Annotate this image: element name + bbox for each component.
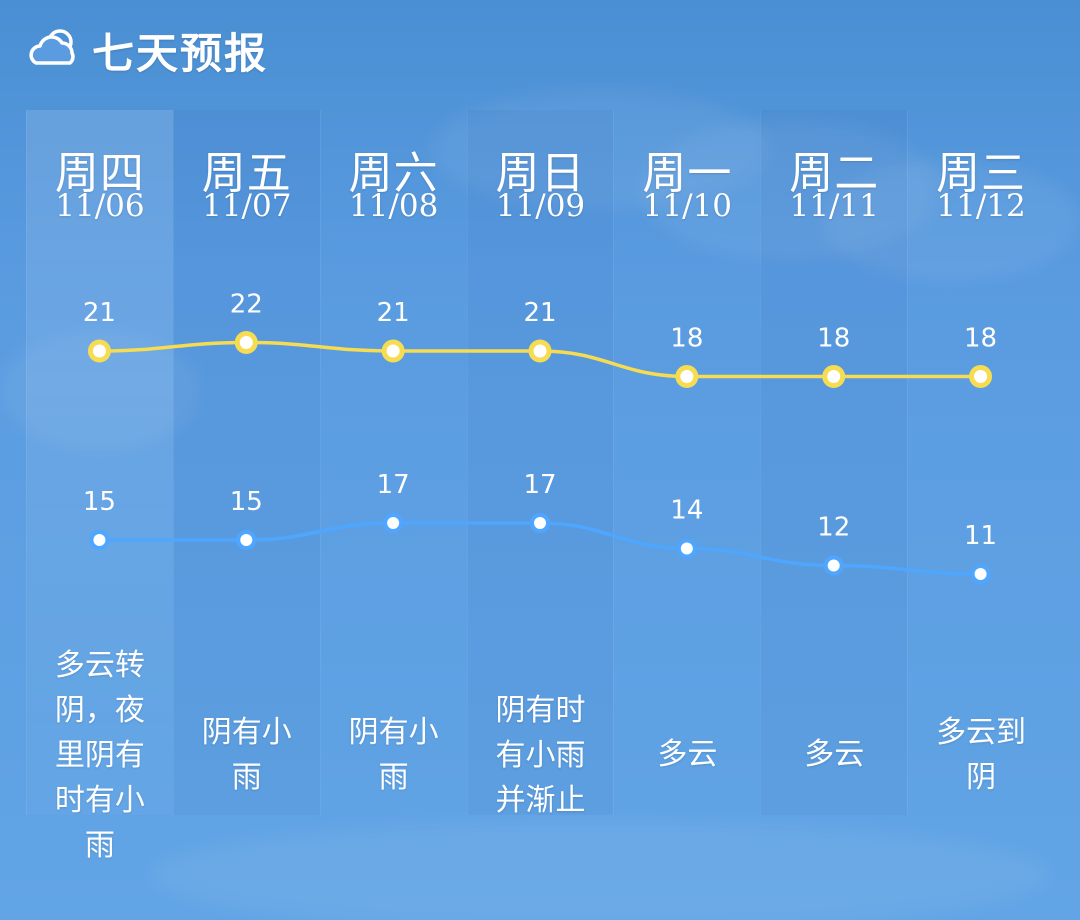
high-temperature-label: 18 <box>670 324 703 354</box>
day-column: 周日 11/09 阴有时有小雨并渐止 <box>466 110 614 818</box>
high-temperature-point <box>87 339 111 363</box>
low-temperature-label: 15 <box>230 487 263 517</box>
weather-description: 阴有时 有小雨 并渐止 <box>468 688 614 823</box>
date-label: 11/06 <box>55 188 145 224</box>
low-temperature-point <box>236 530 257 550</box>
weather-description-line: 并渐止 <box>495 783 586 818</box>
date-label: 11/08 <box>348 188 439 224</box>
weather-description-line: 阴有时 <box>495 693 586 728</box>
low-temperature-point <box>970 564 991 584</box>
low-temperature-label: 17 <box>377 470 410 500</box>
weather-description-line: 多云到 <box>936 715 1027 750</box>
day-label: 周四 <box>54 148 145 199</box>
day-label: 周五 <box>201 148 292 199</box>
low-temperature-point <box>89 530 110 550</box>
day-column: 周一 11/10 多云 <box>613 110 760 815</box>
low-temperature-point <box>383 513 404 533</box>
high-temperature-point <box>969 365 993 388</box>
weather-description-line: 阴 <box>966 760 997 795</box>
day-label: 周日 <box>495 148 586 199</box>
day-label: 周一 <box>642 148 733 199</box>
high-temperature-point <box>528 339 552 363</box>
forecast-columns: 周四 11/06 多云转 阴，夜 里阴有 时有小雨周五 11/07 阴有小雨周六 11/08 阴有… <box>26 110 1054 863</box>
high-temperature-label: 18 <box>964 324 997 354</box>
low-temperature-point <box>530 513 550 533</box>
weather-description-line: 阴，夜 <box>54 693 145 728</box>
day-column: 周五 11/07 阴有小雨 <box>172 110 320 815</box>
low-temperature-label: 11 <box>964 521 997 551</box>
forecast-header: 七天预报 <box>28 20 268 80</box>
day-column: 周六 11/08 阴有小雨 <box>319 110 467 815</box>
weather-description-line: 多云 <box>657 737 718 772</box>
date-label: 11/09 <box>495 188 586 224</box>
page-title: 七天预报 <box>92 28 269 78</box>
weather-description-line: 有小雨 <box>495 738 586 773</box>
low-temperature-point <box>823 555 844 576</box>
low-temperature-label: 12 <box>817 513 850 543</box>
weather-description: 多云到阴 <box>908 710 1054 800</box>
day-label: 周二 <box>789 148 880 199</box>
date-label: 11/07 <box>202 188 292 224</box>
weather-description-line: 阴有小 <box>348 715 439 750</box>
low-temperature-point <box>676 538 697 559</box>
high-temperature-point <box>234 331 258 354</box>
low-temperature-label: 14 <box>670 496 703 526</box>
high-temperature-label: 21 <box>377 298 410 328</box>
weather-description-line: 时有小 <box>54 783 145 818</box>
weather-description-line: 阴有小 <box>201 715 292 750</box>
weather-description-line: 雨 <box>84 828 115 863</box>
weather-description-line: 雨 <box>378 760 409 795</box>
day-column: 周二 11/11 多云 <box>760 110 907 815</box>
date-label: 11/12 <box>936 188 1026 224</box>
day-column: 周三 11/12 多云到阴 <box>907 110 1054 815</box>
weather-description-line: 多云 <box>804 737 865 772</box>
partly-cloudy-icon <box>28 25 82 75</box>
day-label: 周三 <box>936 148 1027 199</box>
high-temperature-label: 21 <box>83 298 116 328</box>
date-label: 11/11 <box>789 188 879 224</box>
weather-description-line: 多云转 <box>54 648 145 683</box>
weather-description: 多云 <box>761 732 907 777</box>
day-column: 周四 11/06 多云转阴，夜里阴有时有小雨 <box>26 110 173 863</box>
day-label: 周六 <box>348 148 439 199</box>
weather-description-line: 雨 <box>231 760 262 795</box>
date-label: 11/10 <box>642 188 733 224</box>
high-temperature-point <box>381 339 405 363</box>
high-temperature-point <box>675 365 699 388</box>
weather-description: 多云转阴，夜里阴有时有小雨 <box>27 643 173 868</box>
high-temperature-label: 22 <box>230 290 263 320</box>
weather-description: 阴有小雨 <box>174 710 320 800</box>
high-temperature-label: 21 <box>523 298 556 328</box>
weather-description: 多云 <box>614 732 760 777</box>
high-temperature-label: 18 <box>817 324 850 354</box>
low-temperature-label: 15 <box>83 487 116 517</box>
low-temperature-label: 17 <box>523 470 556 500</box>
weather-description: 阴有小雨 <box>321 710 467 800</box>
high-temperature-point <box>822 365 846 388</box>
weather-description-line: 里阴有 <box>54 738 145 773</box>
